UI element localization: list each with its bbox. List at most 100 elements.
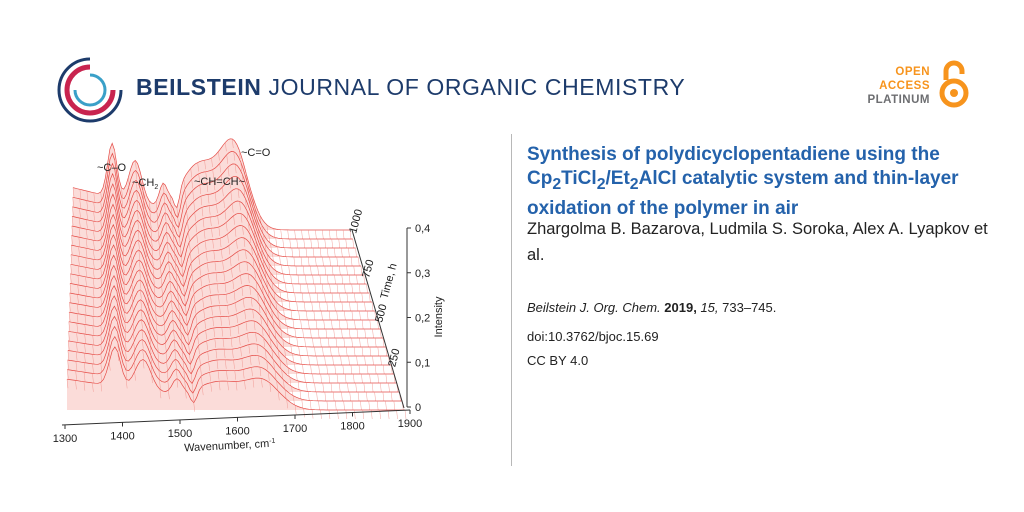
mesh-line: [341, 391, 343, 402]
mesh-line: [225, 359, 227, 369]
mesh-line: [266, 224, 269, 234]
mesh-line: [339, 292, 341, 303]
mesh-line: [322, 283, 324, 294]
mesh-line: [220, 316, 222, 326]
mesh-line: [326, 247, 329, 258]
mesh-line: [283, 273, 285, 283]
mesh-line: [278, 391, 280, 401]
mesh-line: [346, 319, 348, 330]
mesh-line: [251, 367, 253, 377]
mesh-line: [100, 325, 102, 335]
oa-access-label: ACCESS: [879, 80, 930, 92]
mesh-line: [272, 252, 274, 262]
mesh-line: [220, 175, 223, 185]
mesh-line: [316, 355, 318, 365]
mesh-line: [175, 359, 177, 369]
mesh-line: [174, 349, 176, 359]
mesh-line: [183, 286, 185, 296]
mesh-line: [353, 373, 355, 384]
mesh-line: [159, 389, 162, 399]
mesh-line: [169, 271, 171, 281]
mesh-line: [245, 321, 248, 331]
mesh-line: [344, 373, 347, 384]
mesh-line: [364, 328, 366, 339]
mesh-line: [268, 234, 270, 244]
mesh-line: [396, 409, 398, 420]
mesh-line: [230, 338, 233, 348]
mesh-line: [185, 389, 187, 399]
mesh-line: [239, 336, 241, 346]
annotation-ch2: ~CH2: [132, 177, 158, 191]
mesh-line: [266, 279, 268, 289]
mesh-line: [201, 375, 203, 386]
mesh-line: [121, 216, 124, 226]
mesh-line: [177, 217, 179, 227]
mesh-line: [218, 294, 220, 304]
mesh-line: [155, 323, 158, 333]
mesh-line: [369, 292, 371, 303]
mesh-line: [243, 186, 245, 196]
mesh-line: [357, 391, 360, 402]
mesh-line: [175, 263, 177, 273]
mesh-line: [245, 198, 247, 208]
mesh-line: [315, 229, 317, 240]
mesh-line: [254, 269, 256, 279]
mesh-line: [158, 370, 161, 380]
mesh-line: [232, 349, 234, 359]
mesh-line: [382, 364, 385, 375]
mesh-line: [324, 238, 326, 249]
mesh-line: [142, 189, 144, 200]
mesh-line: [367, 337, 369, 348]
spectrum-line: [70, 223, 372, 303]
mesh-line: [144, 238, 147, 248]
mesh-line: [297, 274, 300, 284]
mesh-line: [230, 191, 233, 201]
mesh-line: [206, 251, 208, 261]
mesh-line: [187, 221, 189, 231]
mesh-line: [277, 310, 279, 320]
mesh-line: [382, 337, 385, 348]
mesh-line: [201, 207, 204, 217]
mesh-line: [216, 359, 219, 370]
mesh-line: [244, 380, 246, 390]
mesh-line: [181, 266, 184, 276]
mesh-line: [93, 249, 95, 259]
mesh-line: [135, 170, 137, 180]
mesh-line: [226, 370, 228, 380]
mesh-line: [341, 247, 343, 258]
mesh-line: [251, 245, 253, 255]
mesh-line: [149, 335, 151, 345]
mesh-line: [207, 194, 210, 204]
mesh-line: [168, 390, 170, 400]
mesh-line: [100, 296, 102, 306]
mesh-line: [158, 239, 160, 249]
y-tick-label: 0,2: [415, 313, 430, 325]
mesh-line: [275, 270, 278, 280]
mesh-line: [312, 373, 314, 383]
mesh-line: [288, 335, 291, 345]
mesh-line: [248, 273, 250, 283]
mesh-line: [257, 292, 259, 302]
mesh-line: [242, 225, 244, 235]
mesh-line: [75, 361, 78, 371]
mesh-line: [368, 400, 370, 411]
mesh-line: [351, 400, 354, 411]
mesh-line: [133, 352, 136, 362]
mesh-line: [92, 335, 94, 345]
mesh-line: [374, 337, 377, 348]
mesh-line: [277, 246, 279, 256]
oa-open-label: OPEN: [895, 66, 930, 78]
mesh-line: [114, 180, 117, 190]
mesh-line: [190, 364, 192, 374]
license: CC BY 4.0: [527, 353, 589, 368]
mesh-line: [237, 325, 240, 335]
mesh-line: [184, 189, 186, 199]
spectrum-line: [71, 183, 361, 267]
mesh-line: [232, 138, 234, 149]
doi[interactable]: doi:10.3762/bjoc.15.69: [527, 329, 659, 344]
mesh-line: [197, 162, 199, 172]
mesh-line: [271, 309, 273, 319]
mesh-line: [286, 399, 288, 409]
mesh-line: [172, 320, 174, 330]
mesh-line: [294, 229, 296, 240]
